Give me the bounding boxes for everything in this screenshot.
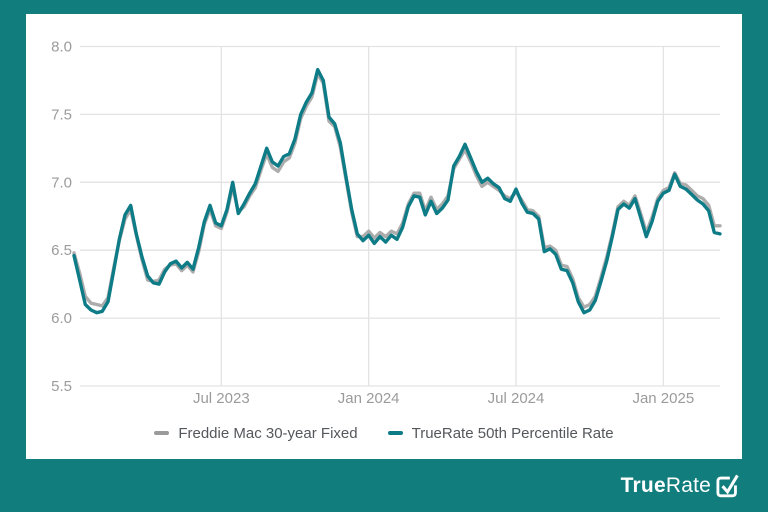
svg-text:6.5: 6.5: [51, 242, 72, 259]
svg-text:Jul 2023: Jul 2023: [193, 390, 250, 407]
chart-card: 8.0 7.5 7.0 6.5 6.0 5.5 Jul 2023 Jan 2024 Jul 20…: [26, 14, 742, 459]
svg-text:Jan 2024: Jan 2024: [338, 390, 400, 407]
truerate-series-label: TrueRate 50th Percentile Rate: [411, 424, 614, 442]
svg-text:7.0: 7.0: [51, 174, 72, 191]
svg-text:7.5: 7.5: [51, 106, 72, 123]
truerate-logo: True Rate: [621, 472, 740, 498]
logo-text-bold: True: [620, 473, 666, 497]
svg-text:8.0: 8.0: [51, 39, 72, 56]
svg-text:Jul 2024: Jul 2024: [488, 390, 545, 407]
legend-item-truerate[interactable]: TrueRate 50th Percentile Rate: [387, 424, 614, 442]
chart-legend: Freddie Mac 30-year Fixed TrueRate 50th …: [26, 416, 742, 450]
legend-item-freddie-mac[interactable]: Freddie Mac 30-year Fixed: [154, 424, 358, 442]
svg-text:5.5: 5.5: [51, 378, 72, 395]
freddie-series-label: Freddie Mac 30-year Fixed: [178, 424, 358, 442]
rate-line-chart: 8.0 7.5 7.0 6.5 6.0 5.5 Jul 2023 Jan 2024 Jul 20…: [51, 39, 722, 407]
chart-plot-area: 8.0 7.5 7.0 6.5 6.0 5.5 Jul 2023 Jan 2024 Jul 20…: [26, 14, 742, 416]
svg-text:Jan 2025: Jan 2025: [632, 390, 694, 407]
svg-text:6.0: 6.0: [51, 310, 72, 327]
truerate-series-swatch: [387, 431, 403, 435]
checkmark-box-icon: [716, 474, 739, 498]
logo-text-regular: Rate: [665, 473, 711, 497]
freddie-series-swatch: [154, 431, 170, 435]
